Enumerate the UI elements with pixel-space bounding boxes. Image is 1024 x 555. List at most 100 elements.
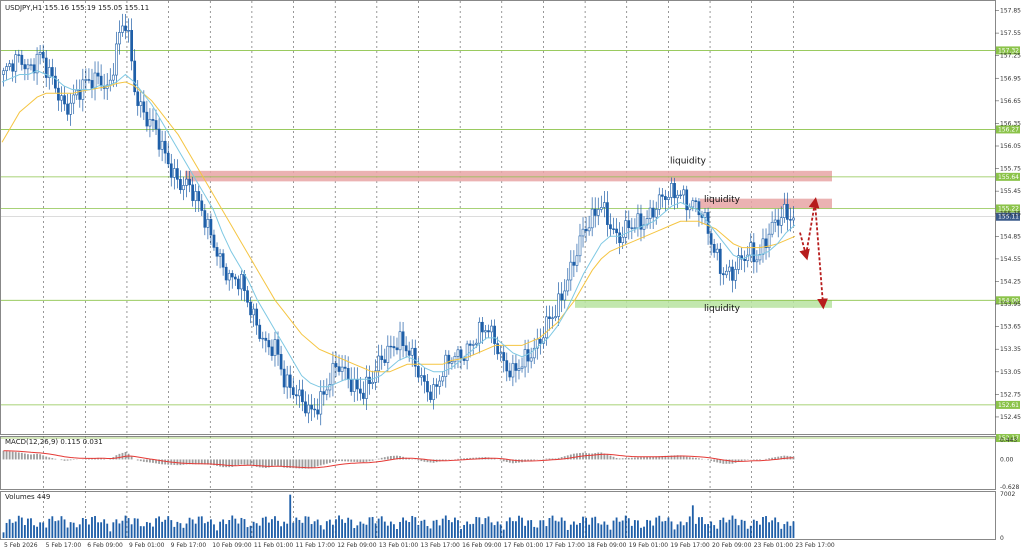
candle-body: [310, 404, 313, 410]
candle-body: [609, 224, 612, 230]
candle-body: [69, 102, 72, 115]
candle-body: [584, 228, 588, 232]
moving-averages: [1, 70, 796, 388]
candle-body: [664, 196, 667, 200]
candle-body: [60, 95, 63, 101]
candle-body: [99, 75, 103, 87]
candle-body: [325, 389, 329, 395]
candle-body: [557, 293, 560, 317]
candle-body: [26, 64, 30, 70]
candle-body: [172, 168, 176, 178]
candle-body: [682, 189, 686, 196]
candle-body: [786, 204, 789, 220]
price-axis-label: 154.55: [1000, 256, 1021, 263]
candle-body: [404, 345, 408, 352]
time-axis-label: 9 Feb 01:00: [129, 542, 165, 549]
symbol-info-label: USDJPY,H1 155.16 155.19 155.05 155.11: [5, 4, 149, 12]
candle-body: [154, 120, 158, 130]
candle-body: [743, 258, 747, 261]
price-level-tag-label: 154.00: [998, 297, 1019, 304]
candle-body: [621, 236, 625, 243]
macd-axis-label: 0.443: [1000, 437, 1017, 444]
candle-body: [130, 30, 133, 62]
macd-indicator: [2, 450, 795, 469]
candle-body: [648, 207, 652, 219]
candle-body: [474, 342, 478, 345]
candle-body: [782, 204, 786, 218]
candle-body: [639, 213, 643, 230]
liquidity-zone: [185, 170, 832, 182]
candle-body: [72, 94, 76, 104]
price-axis-label: 155.75: [1000, 166, 1021, 173]
price-level-tag-label: 152.17: [998, 435, 1019, 442]
candle-body: [523, 349, 527, 368]
candle-body: [273, 339, 277, 356]
candle-body: [401, 331, 405, 346]
volume-axis-label: 0: [1000, 535, 1004, 542]
candle-body: [551, 317, 554, 319]
candle-body: [169, 163, 173, 178]
candle-body: [87, 79, 91, 81]
candle-body: [252, 308, 255, 316]
candle-body: [209, 219, 213, 236]
candle-body: [679, 194, 682, 197]
time-axis-label: 13 Feb 17:00: [421, 542, 461, 549]
candle-body: [755, 259, 759, 263]
candle-body: [603, 202, 606, 208]
candle-body: [505, 360, 509, 372]
candle-body: [453, 356, 457, 363]
candle-body: [423, 375, 426, 382]
candle-body: [206, 219, 210, 228]
price-level-tag: [996, 434, 1020, 443]
price-axis-label: 156.95: [1000, 75, 1021, 82]
liquidity-zone-label: liquidity: [704, 304, 741, 314]
macd-signal-line: [3, 450, 794, 469]
candle-body: [511, 363, 515, 378]
candle-body: [444, 354, 448, 377]
candle-body: [160, 140, 164, 150]
price-level-tag-label: 152.61: [998, 402, 1019, 409]
time-axis-label: 5 Feb 17:00: [46, 542, 82, 549]
candle-body: [426, 381, 429, 393]
candle-body: [462, 358, 466, 361]
candle-body: [587, 227, 591, 232]
candle-body: [111, 74, 115, 81]
candle-body: [328, 384, 332, 391]
candle-body: [627, 220, 631, 229]
candle-body: [185, 178, 188, 186]
candle-body: [633, 227, 637, 229]
candle-body: [593, 208, 597, 216]
candle-body: [11, 63, 15, 72]
candle-body: [654, 208, 658, 218]
candle-body: [145, 111, 149, 127]
time-axis-label: 10 Feb 09:00: [212, 542, 252, 549]
candle-body: [215, 247, 219, 257]
price-axis-label: 157.25: [1000, 53, 1021, 60]
macd-pane-frame: [0, 436, 996, 490]
liquidity-zones: liquidity liquidity liquidity: [185, 156, 832, 314]
price-axis-label: 155.15: [1000, 211, 1021, 218]
time-axis-label: 23 Feb 01:00: [754, 542, 794, 549]
candle-body: [676, 194, 679, 199]
candle-body: [721, 273, 725, 276]
candle-body: [752, 242, 756, 263]
candle-body: [66, 103, 69, 115]
candle-body: [520, 366, 524, 369]
candle-body: [691, 200, 695, 208]
price-axis-label: 156.35: [1000, 120, 1021, 127]
candle-body: [298, 389, 301, 397]
candle-body: [47, 67, 51, 78]
candle-body: [121, 25, 124, 33]
candle-body: [471, 344, 475, 346]
candle-body: [17, 54, 21, 56]
candle-body: [572, 261, 576, 266]
candle-body: [63, 95, 66, 105]
candle-body: [285, 374, 289, 388]
candle-body: [359, 388, 362, 394]
candle-body: [377, 355, 381, 372]
candle-body: [481, 321, 484, 333]
candle-body: [267, 340, 271, 348]
candle-body: [770, 221, 774, 235]
